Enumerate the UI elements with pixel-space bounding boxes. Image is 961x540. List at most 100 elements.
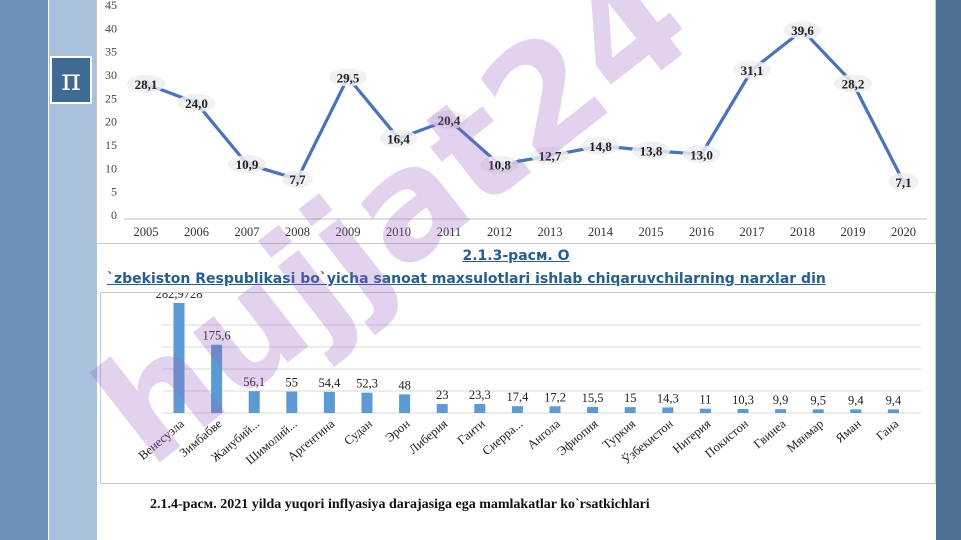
- y-tick-label: 45: [105, 0, 117, 12]
- data-label: 31,1: [741, 63, 764, 78]
- x-tick-label: 2006: [184, 225, 209, 239]
- bar-chart-svg: 282,9728Венесуэла175,6Зимбабве56,1Жануби…: [136, 293, 921, 467]
- category-label: Судан: [341, 416, 375, 448]
- x-tick-label: 2011: [437, 225, 462, 239]
- line-chart-svg: 0 5 10 15 20 25 30 35 40 45 28,1 24,0 10,9 7,7 29,5 16,…: [105, 0, 927, 239]
- x-tick-label: 2018: [790, 225, 815, 239]
- bar: [248, 391, 260, 413]
- x-tick-label: 2020: [891, 225, 916, 239]
- bar: [323, 391, 335, 413]
- bar: [511, 406, 523, 413]
- data-label: 13,8: [640, 144, 663, 159]
- category-label: Мянмар: [784, 417, 826, 455]
- bar-value-label: 282,9728: [156, 293, 203, 301]
- data-label: 7,1: [895, 175, 911, 190]
- bar-value-label: 23,3: [469, 388, 491, 402]
- category-label: Гвинеа: [751, 416, 789, 451]
- bar: [399, 394, 411, 413]
- bar: [474, 403, 486, 413]
- data-label: 28,1: [135, 77, 158, 92]
- data-label-bg: [228, 155, 266, 174]
- bar-value-label: 9,9: [773, 393, 789, 407]
- category-label: Гаити: [455, 416, 488, 447]
- data-label-bg: [682, 145, 721, 164]
- bar-value-label: 14,3: [657, 391, 679, 405]
- x-tick-label: 2012: [487, 225, 512, 239]
- bar-value-label: 54,4: [318, 376, 341, 390]
- bar: [361, 392, 373, 413]
- bar: [624, 407, 636, 413]
- data-label: 20,4: [438, 113, 461, 128]
- data-label: 28,2: [842, 76, 865, 91]
- bar-value-label: 10,3: [732, 393, 754, 407]
- bar: [775, 409, 787, 413]
- data-label: 13,0: [690, 147, 713, 162]
- bar-value-label: 55: [286, 376, 299, 390]
- data-label-bg: [888, 172, 919, 191]
- data-label-bg: [783, 21, 822, 40]
- bar: [850, 409, 862, 413]
- bar: [737, 408, 749, 413]
- data-label: 14,8: [589, 139, 612, 154]
- y-tick-label: 25: [105, 91, 117, 105]
- data-label: 10,8: [488, 158, 511, 173]
- y-tick-label: 20: [105, 115, 117, 129]
- bar-value-label: 17,2: [544, 390, 566, 404]
- data-label-bg: [430, 110, 468, 129]
- x-tick-label: 2007: [235, 225, 260, 239]
- category-label: Венесуэла: [136, 416, 187, 462]
- bar: [812, 409, 824, 413]
- bar-value-label: 48: [398, 378, 411, 392]
- bar: [662, 407, 674, 413]
- data-label-bg: [733, 60, 771, 79]
- right-decor-band: [936, 0, 961, 540]
- y-tick-label: 30: [105, 68, 117, 82]
- data-label-bg: [177, 94, 216, 112]
- pi-icon: π: [50, 56, 92, 104]
- x-tick-label: 2016: [689, 225, 714, 239]
- data-label-bg: [581, 136, 620, 155]
- bar: [173, 303, 185, 413]
- left-decor-band: [0, 0, 48, 540]
- data-label: 10,9: [236, 157, 259, 172]
- y-tick-label: 10: [105, 161, 117, 175]
- data-label-bg: [531, 146, 569, 165]
- x-tick-label: 2008: [285, 225, 310, 239]
- data-label: 7,7: [289, 172, 306, 187]
- bar: [211, 344, 223, 413]
- data-label: 29,5: [337, 70, 360, 85]
- inflation-line-chart: 0 5 10 15 20 25 30 35 40 45 28,1 24,0 10,9 7,7 29,5 16,…: [96, 0, 936, 244]
- bar-value-label: 52,3: [356, 377, 378, 391]
- data-label: 24,0: [185, 96, 208, 111]
- x-tick-label: 2005: [134, 225, 159, 239]
- x-tick-label: 2013: [538, 225, 563, 239]
- x-tick-label: 2015: [639, 225, 664, 239]
- category-label: Либерия: [406, 416, 450, 456]
- bar-value-label: 11: [699, 393, 711, 407]
- bar-value-label: 9,4: [848, 393, 864, 407]
- bar: [887, 409, 899, 413]
- x-tick-label: 2017: [740, 225, 765, 239]
- x-tick-label: 2009: [336, 225, 361, 239]
- y-tick-label: 5: [111, 185, 117, 199]
- data-label-bg: [127, 74, 165, 93]
- figure-caption-1: 2.1.3-расм. O: [462, 248, 570, 264]
- bar: [436, 404, 448, 413]
- data-label: 39,6: [791, 23, 814, 38]
- bar: [587, 406, 599, 413]
- category-label: Яман: [833, 416, 864, 445]
- bar: [549, 406, 561, 413]
- data-label-bg: [329, 68, 367, 87]
- bar-value-label: 9,5: [810, 393, 826, 407]
- data-label-bg: [834, 74, 872, 93]
- bar-value-label: 9,4: [886, 393, 902, 407]
- category-label: Эфиопия: [554, 416, 600, 458]
- data-label: 12,7: [539, 149, 562, 164]
- y-tick-label: 35: [105, 45, 117, 59]
- x-tick-label: 2019: [841, 225, 866, 239]
- data-label-bg: [480, 155, 519, 174]
- bar-value-label: 15,5: [582, 391, 604, 405]
- figure-caption-1-continued: `zbekiston Respublikasi bo`yicha sanoat …: [107, 271, 826, 287]
- series-line: [145, 28, 905, 183]
- figure-caption-2: 2.1.4-расм. 2021 yilda yuqori inflyasiya…: [150, 497, 650, 512]
